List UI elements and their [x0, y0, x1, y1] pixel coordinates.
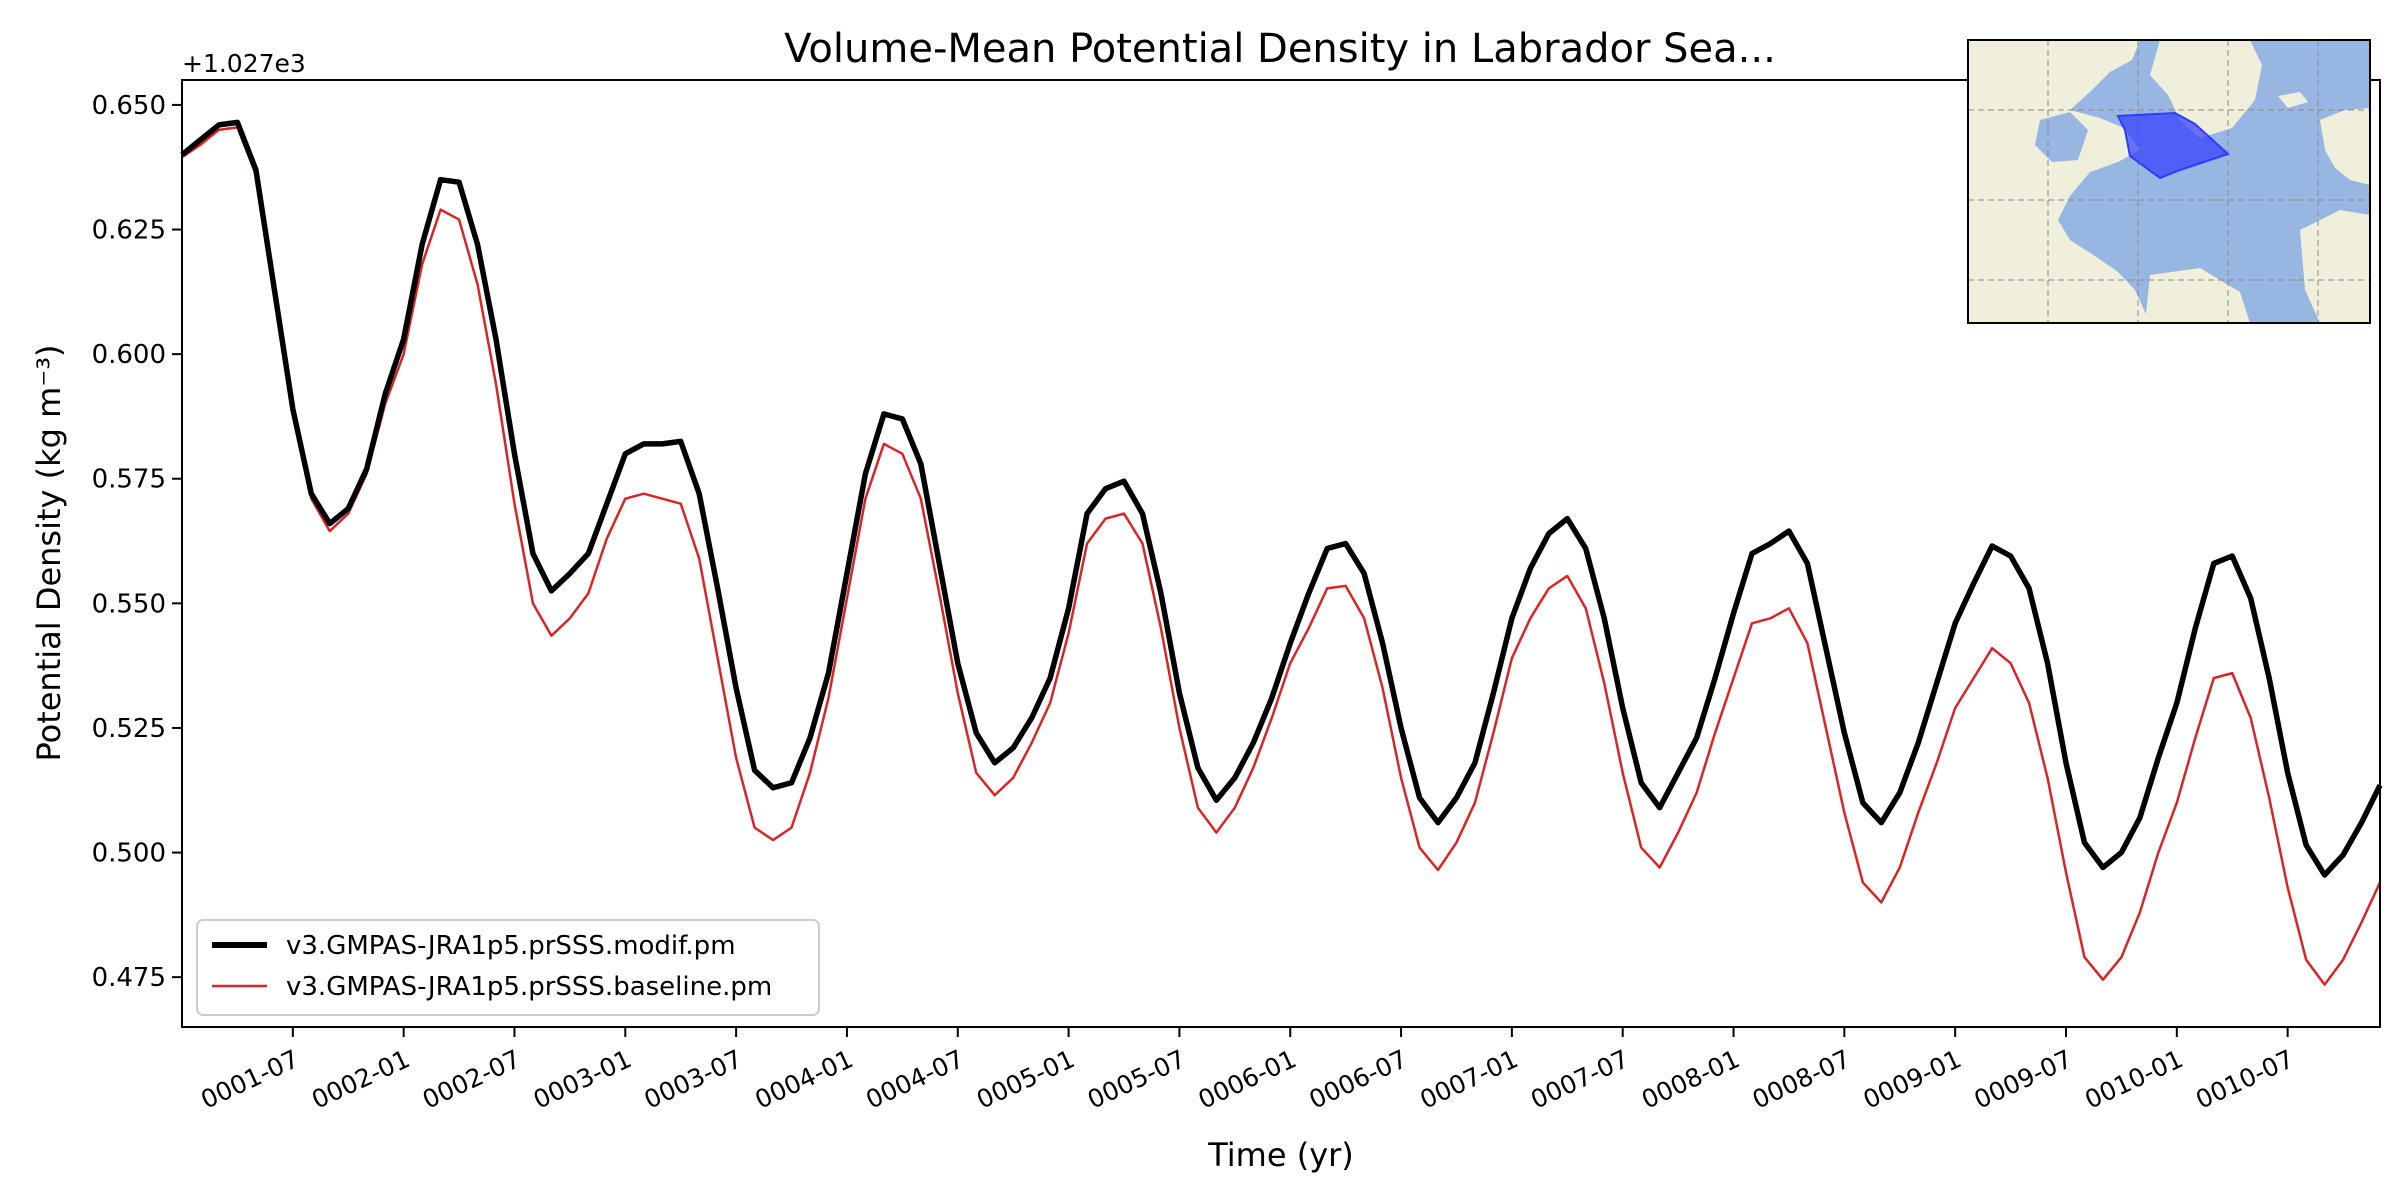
x-tick-label: 0006-07 — [1305, 1044, 1412, 1114]
inset-land-europe — [2320, 108, 2370, 185]
legend: v3.GMPAS-JRA1p5.prSSS.modif.pm v3.GMPAS-… — [196, 919, 820, 1016]
x-tick-label: 0002-01 — [307, 1044, 414, 1114]
x-tick-label: 0004-07 — [861, 1044, 968, 1114]
x-tick-label: 0006-01 — [1194, 1044, 1301, 1114]
y-tick-label: 0.575 — [92, 465, 166, 495]
y-tick-label: 0.650 — [92, 91, 166, 121]
series-line-modif — [180, 119, 2383, 878]
chart-title: Volume-Mean Potential Density in Labrado… — [784, 26, 1776, 72]
x-tick-label: 0007-01 — [1415, 1044, 1522, 1114]
x-tick-label: 0010-01 — [2080, 1044, 2187, 1114]
y-tick-label: 0.500 — [92, 839, 166, 869]
plot-frame — [181, 79, 2381, 1028]
legend-label-baseline: v3.GMPAS-JRA1p5.prSSS.baseline.pm — [286, 972, 772, 1002]
inset-land-south-america — [2145, 268, 2250, 323]
inset-land-greenland — [2150, 40, 2262, 138]
y-axis-label: Potential Density (kg m⁻³) — [30, 344, 68, 761]
x-tick-label: 0002-07 — [418, 1044, 525, 1114]
y-tick-label: 0.525 — [92, 714, 166, 744]
legend-label-modif: v3.GMPAS-JRA1p5.prSSS.modif.pm — [286, 931, 736, 961]
inset-land-archipelago — [2040, 64, 2095, 88]
inset-gridlines — [1968, 40, 2370, 323]
y-tick-label: 0.625 — [92, 216, 166, 246]
x-tick-label: 0009-01 — [1859, 1044, 1966, 1114]
legend-box — [196, 919, 820, 1016]
x-tick-label: 0007-07 — [1526, 1044, 1633, 1114]
y-tick-label: 0.600 — [92, 340, 166, 370]
x-tick-label: 0004-01 — [751, 1044, 858, 1114]
inset-map — [1967, 39, 2371, 324]
x-tick-label: 0003-01 — [529, 1044, 636, 1114]
x-axis-label: Time (yr) — [1207, 1136, 1354, 1174]
x-tick-label: 0009-07 — [1970, 1044, 2077, 1114]
x-tick-label: 0008-07 — [1748, 1044, 1855, 1114]
series-line-baseline — [181, 126, 2382, 986]
x-tick-label: 0003-07 — [640, 1044, 747, 1114]
x-tick-label: 0005-07 — [1083, 1044, 1190, 1114]
inset-labrador-sea-region — [2116, 111, 2230, 180]
inset-land-north-america — [1968, 40, 2150, 323]
x-tick-label: 0005-01 — [972, 1044, 1079, 1114]
inset-frame — [1967, 39, 2371, 324]
x-tick-label: 0001-07 — [196, 1044, 303, 1114]
inset-land-iceland — [2278, 92, 2308, 108]
y-tick-label: 0.550 — [92, 589, 166, 619]
series-group — [180, 119, 2383, 986]
x-tick-label: 0008-01 — [1637, 1044, 1744, 1114]
x-axis-ticks: 0001-07 0002-01 0002-07 0003-01 0003-07 0004-… — [196, 1027, 2298, 1115]
y-axis-ticks: 0.475 0.500 0.525 0.550 0.575 0.600 0.625 0.650 — [92, 91, 182, 993]
y-offset-label: +1.027e3 — [182, 49, 306, 78]
x-tick-label: 0010-07 — [2191, 1044, 2298, 1114]
y-tick-label: 0.475 — [92, 963, 166, 993]
